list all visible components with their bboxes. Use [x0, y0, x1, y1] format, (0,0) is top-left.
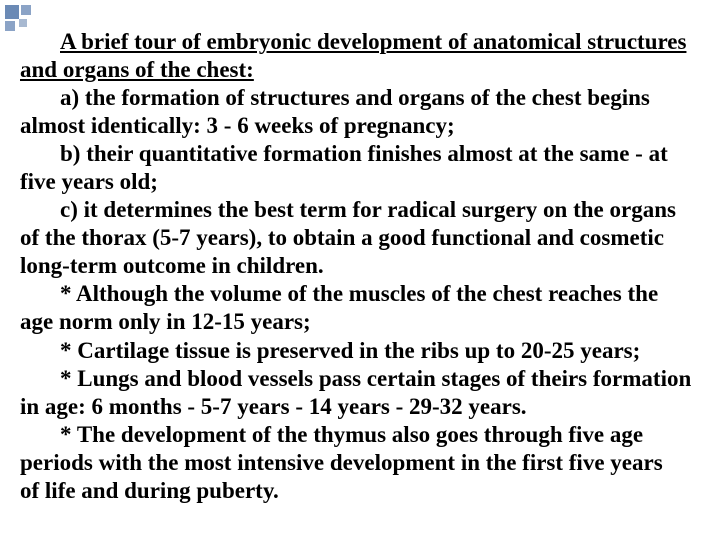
star-3-line-1: * Lungs and blood vessels pass certain s…: [20, 365, 700, 393]
star-2: * Cartilage tissue is preserved in the r…: [20, 337, 700, 365]
star-4-line-3: of life and during puberty.: [20, 477, 700, 505]
title-line-2: and organs of the chest:: [20, 56, 700, 84]
title-line-1: A brief tour of embryonic development of…: [20, 28, 700, 56]
decor-square: [19, 19, 27, 27]
document-body: A brief tour of embryonic development of…: [20, 28, 700, 505]
star-1-line-2: age norm only in 12-15 years;: [20, 308, 700, 336]
title-text-2: and organs of the chest:: [20, 57, 254, 82]
item-c-line-3: long-term outcome in children.: [20, 252, 700, 280]
title-text-1: A brief tour of embryonic development of…: [60, 29, 686, 54]
star-3-line-2: in age: 6 months - 5-7 years - 14 years …: [20, 393, 700, 421]
star-4-line-1: * The development of the thymus also goe…: [20, 421, 700, 449]
decor-square: [21, 5, 31, 15]
decor-square: [5, 21, 15, 31]
star-4-line-2: periods with the most intensive developm…: [20, 449, 700, 477]
star-1-line-1: * Although the volume of the muscles of …: [20, 280, 700, 308]
item-a-line-1: a) the formation of structures and organ…: [20, 84, 700, 112]
item-a-line-2: almost identically: 3 - 6 weeks of pregn…: [20, 112, 700, 140]
decor-square: [5, 5, 19, 19]
item-c-line-1: c) it determines the best term for radic…: [20, 196, 700, 224]
item-b-line-2: five years old;: [20, 168, 700, 196]
item-b-line-1: b) their quantitative formation finishes…: [20, 140, 700, 168]
item-c-line-2: of the thorax (5-7 years), to obtain a g…: [20, 224, 700, 252]
